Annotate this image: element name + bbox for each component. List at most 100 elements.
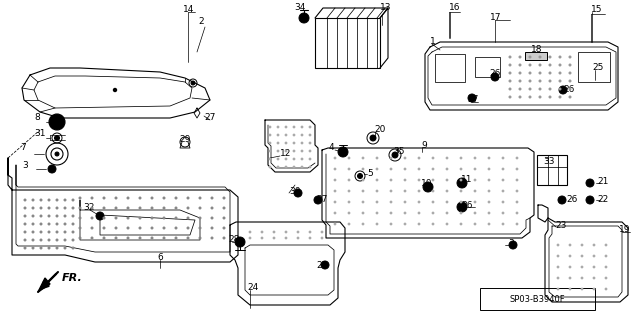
Circle shape [48,165,56,173]
Circle shape [24,199,26,201]
Circle shape [211,207,212,209]
Text: 10: 10 [421,179,433,188]
Circle shape [605,288,607,290]
Circle shape [569,72,571,74]
Circle shape [64,231,66,233]
Circle shape [549,80,551,82]
Circle shape [529,56,531,58]
Circle shape [390,223,392,225]
Circle shape [48,199,50,201]
Circle shape [390,190,392,192]
Circle shape [558,196,566,204]
Circle shape [502,179,504,181]
Circle shape [488,212,490,214]
Circle shape [540,56,541,58]
Circle shape [569,88,571,90]
Circle shape [570,288,571,290]
Circle shape [115,237,116,239]
Circle shape [419,168,420,170]
Circle shape [581,277,582,279]
Circle shape [549,88,551,90]
Circle shape [404,201,406,203]
Circle shape [309,231,310,233]
Circle shape [211,227,212,229]
Circle shape [529,96,531,98]
Circle shape [40,231,42,233]
Circle shape [269,150,271,152]
Circle shape [79,207,81,209]
Circle shape [569,56,571,58]
Circle shape [488,179,490,181]
Circle shape [285,158,287,160]
Circle shape [92,197,93,199]
Circle shape [299,13,309,23]
Circle shape [285,166,287,168]
Text: 29: 29 [179,136,190,145]
Circle shape [96,212,104,220]
Circle shape [48,207,50,209]
Circle shape [32,215,34,217]
Circle shape [321,261,329,269]
Text: 24: 24 [247,284,259,293]
Circle shape [151,207,153,209]
Circle shape [488,190,490,192]
Circle shape [301,126,303,128]
Text: 36: 36 [461,201,472,210]
Circle shape [586,179,594,187]
Circle shape [187,237,189,239]
Text: 23: 23 [555,220,566,229]
Circle shape [502,223,504,225]
Circle shape [460,212,461,214]
Circle shape [390,157,392,159]
Circle shape [474,168,476,170]
Circle shape [79,237,81,239]
Circle shape [419,190,420,192]
Circle shape [277,126,278,128]
Circle shape [277,150,278,152]
Circle shape [423,182,433,192]
Circle shape [529,88,531,90]
Circle shape [175,207,177,209]
Text: 35: 35 [393,147,404,157]
Text: 31: 31 [34,130,45,138]
Circle shape [140,197,141,199]
Circle shape [581,266,582,268]
Polygon shape [38,278,50,292]
Circle shape [529,80,531,82]
Circle shape [334,223,336,225]
Circle shape [64,247,66,249]
Circle shape [24,215,26,217]
Text: 3: 3 [508,239,514,248]
Circle shape [502,212,504,214]
Circle shape [348,223,349,225]
Circle shape [273,237,275,239]
Circle shape [92,227,93,229]
Circle shape [301,150,303,152]
Circle shape [56,199,58,201]
Circle shape [293,150,294,152]
Circle shape [419,223,420,225]
Circle shape [540,64,541,66]
Circle shape [151,197,153,199]
Circle shape [48,223,50,225]
Circle shape [529,64,531,66]
Circle shape [392,152,398,158]
Circle shape [269,142,271,144]
Circle shape [404,168,406,170]
Circle shape [175,237,177,239]
Circle shape [559,86,567,94]
Circle shape [559,96,561,98]
Circle shape [557,288,559,290]
Circle shape [516,201,518,203]
Circle shape [64,199,66,201]
Circle shape [199,207,201,209]
Circle shape [72,247,74,249]
Circle shape [293,166,294,168]
Circle shape [334,201,336,203]
Circle shape [301,158,303,160]
Circle shape [460,201,461,203]
Circle shape [309,166,310,168]
Circle shape [199,197,201,199]
Circle shape [516,190,518,192]
Bar [315,18,380,68]
